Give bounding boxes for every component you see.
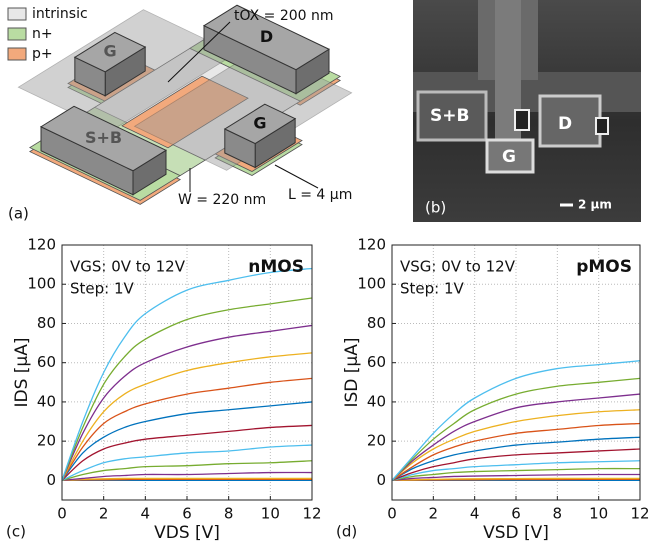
x-tick-label: 8 (224, 505, 234, 523)
y-tick-label: 80 (37, 314, 56, 332)
annotation: Step: 1V (70, 280, 135, 298)
device-label: pMOS (576, 257, 632, 277)
legend-label: p+ (32, 46, 53, 62)
y-tick-label: 60 (367, 353, 386, 371)
panel-label: (b) (425, 199, 446, 217)
x-tick-label: 10 (589, 505, 608, 523)
contact-label: S+B (85, 128, 122, 147)
y-tick-label: 0 (46, 471, 56, 489)
legend-label: intrinsic (32, 6, 88, 22)
y-tick-label: 120 (27, 236, 56, 254)
device-label: nMOS (248, 257, 304, 277)
y-tick-label: 80 (367, 314, 386, 332)
y-tick-label: 100 (357, 275, 386, 293)
legend-label: n+ (32, 26, 53, 42)
annotation: L = 4 µm (288, 187, 352, 203)
x-tick-label: 2 (99, 505, 109, 523)
y-tick-label: 0 (376, 471, 386, 489)
panel-label: (c) (6, 523, 26, 541)
legend-swatch (8, 48, 26, 60)
scale-bar-label: 2 µm (578, 198, 612, 212)
x-tick-label: 12 (302, 505, 321, 523)
y-axis-label: ISD [µA] (342, 337, 362, 407)
iv-curve (62, 402, 312, 480)
annotation: W = 220 nm (178, 192, 266, 208)
panel-label: (a) (8, 205, 29, 223)
x-tick-label: 10 (261, 505, 280, 523)
contact-label: G (253, 113, 266, 132)
x-tick-label: 6 (182, 505, 192, 523)
contact-label: G (502, 147, 516, 167)
y-tick-label: 20 (37, 432, 56, 450)
x-tick-label: 12 (630, 505, 649, 523)
contact-label: G (103, 42, 116, 61)
annotation: tOX = 200 nm (234, 8, 334, 24)
contact-label: D (558, 114, 572, 134)
panel-b: 2 µm S+B D G (b) (413, 0, 641, 222)
y-tick-label: 120 (357, 236, 386, 254)
y-tick-label: 20 (367, 432, 386, 450)
annotation-arrow (275, 165, 318, 188)
figure: intrinsic n+ p+ G D S+B GtOX = 200 nm W = 220 n… (0, 0, 658, 544)
x-tick-label: 2 (429, 505, 439, 523)
x-axis-label: VDS [V] (154, 523, 220, 543)
x-axis-label: VSD [V] (483, 523, 549, 543)
y-tick-label: 40 (37, 392, 56, 410)
sem-structure (515, 110, 529, 130)
legend-swatch (8, 8, 26, 20)
x-tick-label: 4 (141, 505, 151, 523)
y-tick-label: 60 (37, 353, 56, 371)
iv-curve (62, 325, 312, 480)
y-tick-label: 40 (367, 392, 386, 410)
sem-structure (596, 118, 608, 134)
annotation: Step: 1V (400, 280, 465, 298)
annotation: VGS: 0V to 12V (70, 258, 186, 276)
panel-label: (d) (336, 523, 357, 541)
contact-label: S+B (430, 106, 469, 126)
x-tick-label: 0 (57, 505, 67, 523)
x-tick-label: 0 (387, 505, 397, 523)
contact-label: D (260, 27, 273, 46)
x-tick-label: 6 (511, 505, 521, 523)
legend-swatch (8, 28, 26, 40)
y-tick-label: 100 (27, 275, 56, 293)
annotation: VSG: 0V to 12V (400, 258, 516, 276)
x-tick-label: 4 (470, 505, 480, 523)
y-axis-label: IDS [µA] (12, 337, 32, 407)
x-tick-label: 8 (553, 505, 563, 523)
